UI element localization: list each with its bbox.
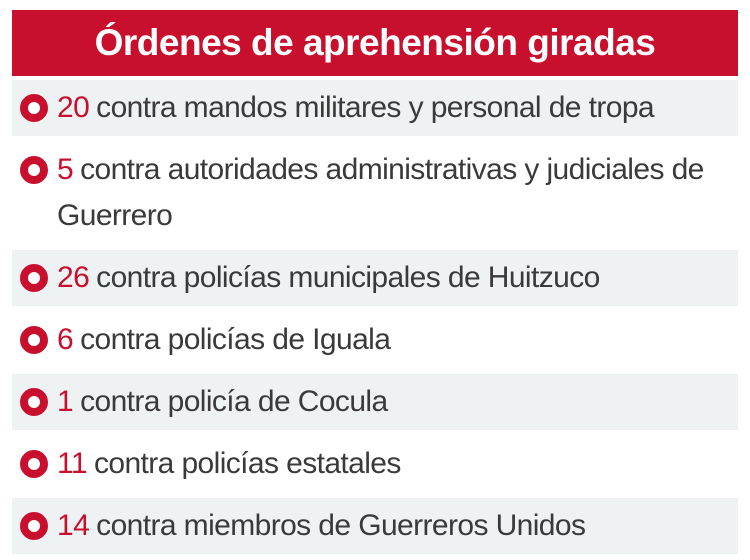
- ring-bullet-icon: [20, 326, 48, 354]
- item-description: contra autoridades administrativas y jud…: [57, 153, 704, 232]
- list-item: 1 contra policía de Cocula: [12, 374, 738, 430]
- ring-bullet-icon: [20, 264, 48, 292]
- ring-bullet-icon: [20, 94, 48, 122]
- item-description: contra policías municipales de Huitzuco: [96, 261, 600, 294]
- list-item: 6 contra policías de Iguala: [12, 312, 738, 368]
- ring-bullet-icon: [20, 512, 48, 540]
- item-description: contra policía de Cocula: [80, 385, 388, 418]
- list-item-text: 5 contra autoridades administrativas y ju…: [57, 147, 738, 239]
- ring-bullet-icon: [20, 156, 48, 184]
- item-description: contra mandos militares y personal de tr…: [96, 91, 654, 124]
- item-count: 11: [57, 447, 88, 480]
- list-item: 20 contra mandos militares y personal de …: [12, 80, 738, 136]
- page-title: Órdenes de aprehensión giradas: [12, 10, 738, 76]
- list-item: 26 contra policías municipales de Huitzuc…: [12, 250, 738, 306]
- item-description: contra miembros de Guerreros Unidos: [96, 509, 586, 542]
- list-item-text: 14 contra miembros de Guerreros Unidos: [57, 503, 738, 549]
- ring-bullet-icon: [20, 450, 48, 478]
- list-item-text: 1 contra policía de Cocula: [57, 379, 738, 425]
- item-description: contra policías de Iguala: [80, 323, 391, 356]
- list-item-text: 20 contra mandos militares y personal de …: [57, 85, 738, 131]
- list-item-text: 11 contra policías estatales: [57, 441, 738, 487]
- list-item: 14 contra miembros de Guerreros Unidos: [12, 498, 738, 554]
- item-count: 20: [57, 91, 90, 124]
- item-description: contra policías estatales: [93, 447, 401, 480]
- item-count: 26: [57, 261, 90, 294]
- list-item: 11 contra policías estatales: [12, 436, 738, 492]
- ring-bullet-icon: [20, 388, 48, 416]
- list-item-text: 6 contra policías de Iguala: [57, 317, 738, 363]
- list-item-text: 26 contra policías municipales de Huitzuc…: [57, 255, 738, 301]
- item-count: 1: [57, 385, 74, 418]
- list-item: 5 contra autoridades administrativas y ju…: [12, 142, 738, 244]
- item-count: 5: [57, 153, 74, 186]
- item-count: 14: [57, 509, 90, 542]
- item-count: 6: [57, 323, 74, 356]
- orders-list: 20 contra mandos militares y personal de …: [12, 80, 738, 560]
